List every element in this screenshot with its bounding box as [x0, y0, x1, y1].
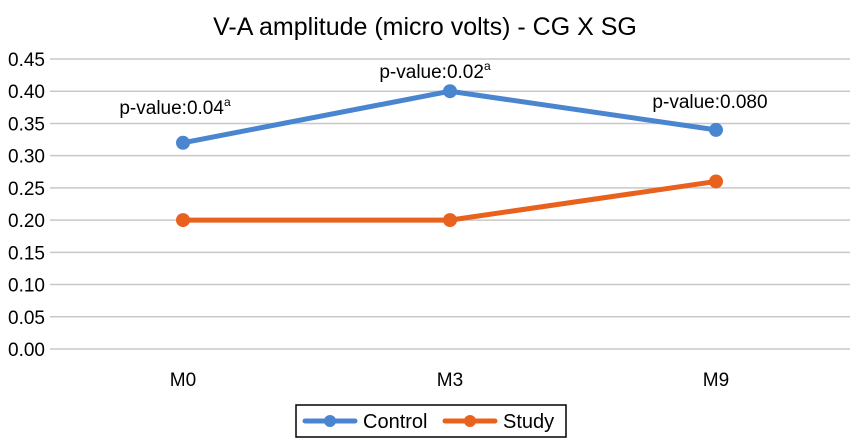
- y-tick-label: 0.45: [8, 50, 45, 71]
- x-tick-label: M3: [437, 370, 463, 391]
- y-axis-ticks: 0.00 0.05 0.10 0.15 0.20 0.25 0.30 0.35 0.40 0.45: [8, 50, 45, 361]
- y-tick-label: 0.05: [8, 308, 45, 329]
- series-group: [176, 84, 723, 228]
- p-value-annotation: p-value:0.04a: [119, 95, 231, 119]
- x-tick-label: M9: [703, 370, 729, 391]
- p-value-annotation: p-value:0.02a: [379, 59, 491, 83]
- y-tick-label: 0.40: [8, 82, 45, 103]
- data-point-study: [443, 213, 457, 228]
- legend-marker: [464, 415, 476, 427]
- legend-marker: [324, 415, 336, 427]
- y-tick-label: 0.15: [8, 243, 45, 264]
- legend-label: Study: [503, 411, 554, 433]
- y-tick-label: 0.30: [8, 147, 45, 168]
- chart-title: V-A amplitude (micro volts) - CG X SG: [213, 13, 637, 41]
- x-tick-label: M0: [170, 370, 196, 391]
- legend: Control Study: [295, 404, 567, 438]
- data-point-control: [709, 122, 723, 137]
- data-point-study: [709, 174, 723, 189]
- y-tick-label: 0.00: [8, 340, 45, 361]
- data-point-control: [176, 135, 190, 150]
- legend-label: Control: [363, 411, 427, 433]
- y-tick-label: 0.25: [8, 179, 45, 200]
- y-tick-label: 0.10: [8, 276, 45, 297]
- annotations: p-value:0.04a p-value:0.02a p-value:0.080: [119, 59, 767, 119]
- series-line-control: [182, 88, 717, 146]
- data-point-study: [176, 213, 190, 228]
- x-axis-ticks: M0 M3 M9: [170, 370, 729, 391]
- y-tick-label: 0.20: [8, 211, 45, 232]
- p-value-annotation: p-value:0.080: [652, 92, 767, 113]
- y-tick-label: 0.35: [8, 114, 45, 135]
- data-point-control: [443, 84, 457, 99]
